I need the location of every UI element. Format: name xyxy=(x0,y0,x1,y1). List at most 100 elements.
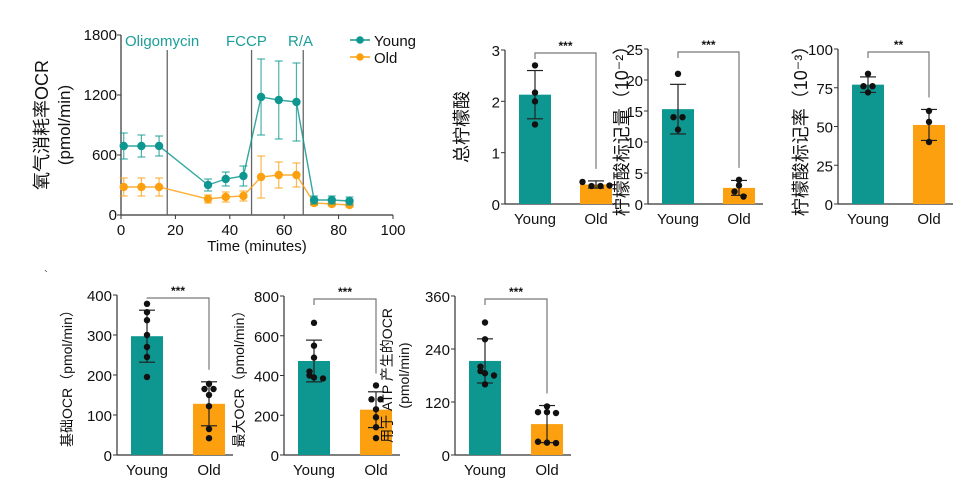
line-chart-ocr: 0 600 1200 1800 0 20 40 60 80 100 Time (minutes) 氧气… xyxy=(32,27,416,255)
bar-chart-citrate-labeling-rate: 0 25 50 75 100 Young Old ** 柠檬酸标记率（10⁻³） xyxy=(791,37,953,228)
injection-label: Oligomycin xyxy=(125,33,199,50)
data-point xyxy=(531,89,539,96)
data-point xyxy=(674,70,682,78)
bar-old xyxy=(580,184,612,204)
y-tick-label: 120 xyxy=(425,395,450,412)
data-point xyxy=(543,408,551,416)
data-point xyxy=(925,138,933,146)
data-point xyxy=(143,373,151,381)
data-point xyxy=(481,336,489,343)
data-point xyxy=(221,174,230,184)
y-tick-label: 10 xyxy=(626,135,643,152)
data-point xyxy=(552,409,560,417)
data-point xyxy=(670,114,677,121)
x-tick-label: 20 xyxy=(167,222,184,239)
legend-marker xyxy=(356,53,364,61)
x-tick-label: Old xyxy=(535,462,558,479)
data-point xyxy=(597,182,604,190)
x-tick-label: Old xyxy=(364,462,387,479)
injection-label: R/A xyxy=(288,33,313,50)
data-point xyxy=(274,170,283,180)
data-point xyxy=(256,92,266,102)
data-point xyxy=(205,403,213,410)
y-tick-label: 0 xyxy=(492,197,500,214)
y-axis-label: 柠檬酸标记量（10⁻²） xyxy=(612,37,632,217)
data-point xyxy=(137,141,146,151)
significance-label: *** xyxy=(558,39,572,53)
data-point xyxy=(925,107,933,115)
y-tick-label: 75 xyxy=(816,81,833,98)
bar-old xyxy=(723,187,755,204)
data-point xyxy=(679,114,686,121)
y-tick-label: 600 xyxy=(254,329,279,346)
data-point xyxy=(319,375,327,382)
y-axis-label: 用于 ATP 产生的OCR (pmol/min) xyxy=(379,308,412,443)
x-tick-label: Old xyxy=(197,462,220,479)
y-tick-label: 0 xyxy=(104,448,112,465)
significance-bracket xyxy=(146,297,210,370)
x-tick-label: Young xyxy=(514,211,556,228)
y-tick-label: 1 xyxy=(492,146,500,163)
x-tick-label: Old xyxy=(727,211,750,228)
x-tick-label: Young xyxy=(293,462,335,479)
data-point xyxy=(143,317,151,324)
x-tick-label: 60 xyxy=(276,222,293,239)
data-point xyxy=(203,194,213,204)
y-tick-label: 3 xyxy=(492,43,500,60)
stray-mark: ` xyxy=(44,268,48,282)
significance-label: *** xyxy=(338,285,352,299)
x-tick-label: Old xyxy=(917,211,940,228)
data-point xyxy=(327,195,336,205)
data-point xyxy=(201,385,208,393)
legend-label: Young xyxy=(374,33,416,50)
data-point xyxy=(345,196,354,206)
data-point xyxy=(377,396,384,403)
data-point xyxy=(864,89,872,96)
data-point xyxy=(205,435,213,442)
data-point xyxy=(372,382,380,389)
y-axis-label: 柠檬酸标记率（10⁻³） xyxy=(791,37,811,217)
data-point xyxy=(274,95,283,105)
significance-bracket xyxy=(534,52,597,169)
data-point xyxy=(154,182,164,192)
data-point xyxy=(210,385,217,393)
significance-bracket xyxy=(484,298,548,394)
data-point xyxy=(534,408,542,416)
y-tick-label: 50 xyxy=(816,120,833,137)
legend-label: Old xyxy=(374,50,397,67)
data-point xyxy=(119,182,128,192)
y-tick-label: 100 xyxy=(87,408,112,425)
x-tick-label: Young xyxy=(657,211,699,228)
data-point xyxy=(372,414,380,421)
bar-chart-citrate-labeled-amount: 0 5 10 15 20 25 Young Old *** 柠檬酸标记量（10⁻²） xyxy=(612,37,763,228)
data-point xyxy=(143,331,151,339)
significance-bracket xyxy=(677,51,740,168)
y-tick-label: 600 xyxy=(92,147,117,164)
x-tick-label: 40 xyxy=(221,222,238,239)
x-tick-label: Young xyxy=(126,462,168,479)
data-point xyxy=(860,83,867,90)
data-point xyxy=(143,300,151,307)
y-tick-label: 200 xyxy=(254,408,279,425)
y-tick-label: 100 xyxy=(808,42,833,59)
data-point xyxy=(925,118,933,126)
x-tick-label: 0 xyxy=(117,222,125,239)
data-point xyxy=(239,191,248,201)
x-tick-label: 80 xyxy=(330,222,347,239)
bar-chart-maximal-ocr: 0 200 400 600 800 Young Old *** 最大OCR（pmol/min） xyxy=(231,285,400,479)
injection-label: FCCP xyxy=(226,33,267,50)
data-point xyxy=(154,141,164,151)
y-tick-label: 400 xyxy=(87,288,112,305)
bar-young xyxy=(852,84,884,204)
data-point xyxy=(372,423,380,431)
y-tick-label: 300 xyxy=(87,328,112,345)
y-axis-label-line2: (pmol/min) xyxy=(55,85,74,165)
data-point xyxy=(481,381,489,388)
data-point xyxy=(869,83,876,90)
data-point xyxy=(543,439,551,446)
legend-marker xyxy=(356,36,364,44)
y-tick-label: 200 xyxy=(87,368,112,385)
data-point xyxy=(552,439,560,447)
y-tick-label: 240 xyxy=(425,342,450,359)
